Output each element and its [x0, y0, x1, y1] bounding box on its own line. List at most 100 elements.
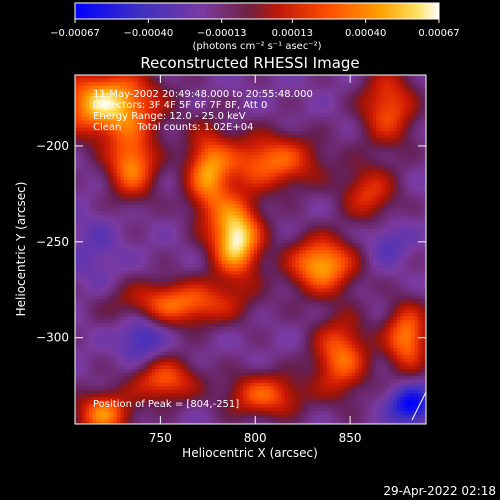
heatmap-cell [124, 285, 128, 289]
heatmap-cell [236, 106, 240, 111]
heatmap-cell [183, 327, 188, 331]
heatmap-cell [173, 264, 177, 268]
heatmap-cell [110, 113, 114, 118]
heatmap-cell [243, 117, 247, 121]
heatmap-cell [190, 299, 195, 303]
heatmap-cell [194, 82, 198, 86]
heatmap-cell [166, 183, 170, 188]
heatmap-cell [197, 334, 202, 338]
heatmap-cell [99, 75, 104, 79]
heatmap-cell [148, 194, 153, 198]
heatmap-cell [166, 327, 170, 331]
heatmap-cell [82, 176, 86, 181]
heatmap-cell [113, 369, 118, 373]
heatmap-cell [141, 187, 146, 191]
heatmap-cell [155, 106, 160, 111]
heatmap-cell [215, 295, 219, 300]
heatmap-cell [148, 334, 153, 338]
heatmap-cell [246, 232, 251, 237]
heatmap-cell [169, 292, 174, 296]
heatmap-cell [243, 208, 247, 212]
heatmap-cell [204, 411, 209, 415]
heatmap-cell [152, 390, 156, 394]
heatmap-cell [169, 236, 174, 240]
heatmap-cell [187, 362, 191, 366]
heatmap-cell [134, 99, 139, 104]
heatmap-cell [187, 250, 191, 254]
heatmap-cell [236, 211, 240, 216]
heatmap-cell [120, 355, 125, 359]
heatmap-cell [124, 173, 128, 177]
heatmap-cell [78, 330, 83, 335]
heatmap-cell [166, 229, 170, 233]
heatmap-cell [208, 236, 212, 240]
heatmap-cell [103, 239, 107, 244]
heatmap-cell [169, 82, 174, 86]
heatmap-cell [166, 344, 170, 349]
heatmap-cell [120, 250, 125, 254]
heatmap-cell [169, 166, 174, 170]
heatmap-cell [169, 243, 174, 247]
heatmap-cell [236, 232, 240, 237]
heatmap-cell [103, 138, 107, 142]
heatmap-cell [155, 348, 160, 352]
heatmap-cell [92, 274, 97, 279]
heatmap-cell [152, 421, 156, 424]
heatmap-cell [176, 159, 181, 163]
heatmap-cell [103, 120, 107, 125]
heatmap-cell [155, 138, 160, 142]
heatmap-cell [120, 306, 125, 310]
heatmap-cell [96, 316, 100, 321]
heatmap-cell [162, 337, 167, 342]
heatmap-cell [106, 124, 111, 128]
heatmap-cell [89, 239, 93, 244]
heatmap-cell [138, 117, 142, 121]
heatmap-cell [96, 404, 100, 408]
heatmap-cell [106, 418, 111, 422]
heatmap-cell [155, 127, 160, 132]
heatmap-cell [82, 145, 86, 149]
heatmap-cell [183, 288, 188, 293]
heatmap-cell [236, 173, 240, 177]
heatmap-cell [246, 117, 251, 121]
heatmap-cell [134, 211, 139, 216]
heatmap-cell [85, 348, 90, 352]
heatmap-cell [218, 344, 223, 349]
heatmap-cell [197, 257, 202, 261]
heatmap-cell [173, 267, 177, 272]
heatmap-cell [208, 103, 212, 107]
heatmap-cell [75, 397, 79, 401]
heatmap-cell [162, 113, 167, 118]
heatmap-cell [215, 309, 219, 314]
heatmap-cell [166, 414, 170, 419]
heatmap-cell [99, 334, 104, 338]
heatmap-cell [145, 421, 149, 424]
heatmap-cell [75, 141, 79, 146]
heatmap-cell [96, 218, 100, 223]
heatmap-cell [166, 190, 170, 195]
heatmap-cell [75, 82, 79, 86]
heatmap-cell [218, 78, 223, 83]
heatmap-cell [96, 99, 100, 104]
heatmap-cell [138, 197, 142, 202]
heatmap-cell [197, 281, 202, 286]
heatmap-cell [176, 82, 181, 86]
heatmap-cell [99, 204, 104, 209]
heatmap-cell [120, 397, 125, 401]
heatmap-cell [159, 316, 163, 321]
heatmap-cell [159, 372, 163, 377]
heatmap-cell [155, 92, 160, 97]
heatmap-cell [96, 376, 100, 380]
heatmap-cell [204, 404, 209, 408]
heatmap-cell [110, 260, 114, 265]
heatmap-cell [127, 306, 132, 310]
heatmap-cell [222, 351, 226, 356]
heatmap-cell [85, 229, 90, 233]
heatmap-cell [138, 376, 142, 380]
heatmap-cell [99, 372, 104, 377]
heatmap-cell [204, 292, 209, 296]
heatmap-cell [169, 253, 174, 258]
heatmap-cell [113, 183, 118, 188]
heatmap-cell [75, 148, 79, 153]
heatmap-cell [194, 117, 198, 121]
